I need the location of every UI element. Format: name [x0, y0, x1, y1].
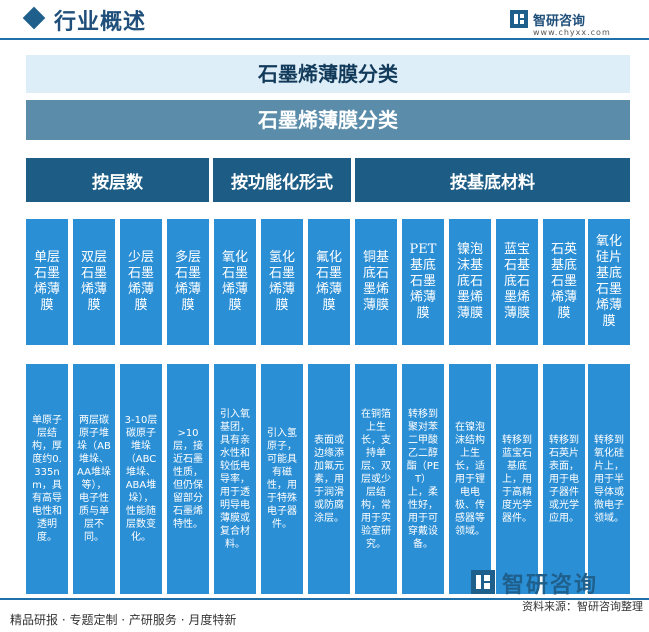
- type-head-sapphire-substrate: 蓝宝石基底石墨烯薄膜: [496, 219, 538, 345]
- footer-logo: 智研咨询: [470, 565, 630, 599]
- inner-title: 石墨烯薄膜分类: [258, 108, 398, 132]
- brand-logo-icon: [510, 10, 528, 28]
- category-by-substrate: 按基底材料: [355, 158, 630, 202]
- type-head-copper-substrate: 铜基底石墨烯薄膜: [355, 219, 397, 345]
- footer-services: 精品研报 · 专题定制 · 产研服务 · 月度特新: [10, 613, 237, 627]
- type-head-few-layer: 少层石墨烯薄膜: [120, 219, 162, 345]
- diamond-icon: [22, 6, 46, 30]
- type-desc-bilayer: 两层碳原子堆垛（AB堆垛、AA堆垛等），电子性质与单层不同。: [73, 364, 115, 594]
- type-desc-oxidized: 引入氧基团，具有亲水性和较低电导率，用于透明导电薄膜或复合材料。: [214, 364, 256, 594]
- footer-logo-icon: [471, 570, 495, 594]
- type-head-fluorinated: 氟化石墨烯薄膜: [308, 219, 350, 345]
- inner-title-bar: 石墨烯薄膜分类: [26, 100, 630, 140]
- type-head-pet-substrate: PET基底石墨烯薄膜: [402, 219, 444, 345]
- type-desc-copper-substrate: 在铜箔上生长，支持单层、双层或少层结构，常用于实验室研究。: [355, 364, 397, 594]
- type-desc-nickel-foam-substrate: 在镍泡沫结构上生长，适用于锂电电极、传感器等领域。: [449, 364, 491, 594]
- outer-title-bar: 石墨烯薄膜分类: [26, 55, 630, 93]
- type-head-quartz-substrate: 石英基底石墨烯薄膜: [543, 219, 585, 345]
- type-head-silicon-oxide-substrate: 氧化硅片基底石墨烯薄膜: [588, 219, 630, 345]
- brand-name: 智研咨询: [533, 14, 586, 29]
- footer-logo-text: 智研咨询: [502, 573, 599, 598]
- type-head-hydrogenated: 氢化石墨烯薄膜: [261, 219, 303, 345]
- type-head-nickel-foam-substrate: 镍泡沫基底石墨烯薄膜: [449, 219, 491, 345]
- brand: 智研咨询 www.chyxx.com: [509, 6, 639, 37]
- type-head-oxidized: 氧化石墨烯薄膜: [214, 219, 256, 345]
- type-desc-sapphire-substrate: 转移到蓝宝石基底上，用于高精度光学器件。: [496, 364, 538, 594]
- type-desc-silicon-oxide-substrate: 转移到氧化硅片上，用于半导体或微电子领域。: [588, 364, 630, 594]
- type-desc-fluorinated: 表面或边缘添加氟元素，用于润滑或防腐涂层。: [308, 364, 350, 594]
- type-desc-multilayer: >10层，接近石墨性质，但仍保留部分石墨烯特性。: [167, 364, 209, 594]
- outer-title: 石墨烯薄膜分类: [258, 62, 398, 86]
- type-head-single-layer: 单层石墨烯薄膜: [26, 219, 68, 345]
- page-title: 行业概述: [54, 10, 147, 35]
- type-desc-few-layer: 3-10层碳原子堆垛（ABC堆垛、ABA堆垛），性能随层数变化。: [120, 364, 162, 594]
- type-desc-quartz-substrate: 转移到石英片表面，用于电子器件或光学应用。: [543, 364, 585, 594]
- footer-divider: [0, 598, 649, 600]
- header-divider: [0, 38, 649, 40]
- header: 行业概述 智研咨询 www.chyxx.com: [0, 0, 649, 40]
- type-desc-hydrogenated: 引入氢原子，可能具有磁性，用于特殊电子器件。: [261, 364, 303, 594]
- type-head-bilayer: 双层石墨烯薄膜: [73, 219, 115, 345]
- type-desc-single-layer: 单原子层结构，厚度约0.335nm，具有高导电性和透明度。: [26, 364, 68, 594]
- type-head-multilayer: 多层石墨烯薄膜: [167, 219, 209, 345]
- brand-url: www.chyxx.com: [533, 28, 611, 37]
- source-note: 资料来源：智研咨询整理: [522, 600, 643, 613]
- category-by-layers: 按层数: [26, 158, 209, 202]
- category-by-functionalization: 按功能化形式: [213, 158, 351, 202]
- type-desc-pet-substrate: 转移到聚对苯二甲酸乙二醇酯（PET）上，柔性好，用于可穿戴设备。: [402, 364, 444, 594]
